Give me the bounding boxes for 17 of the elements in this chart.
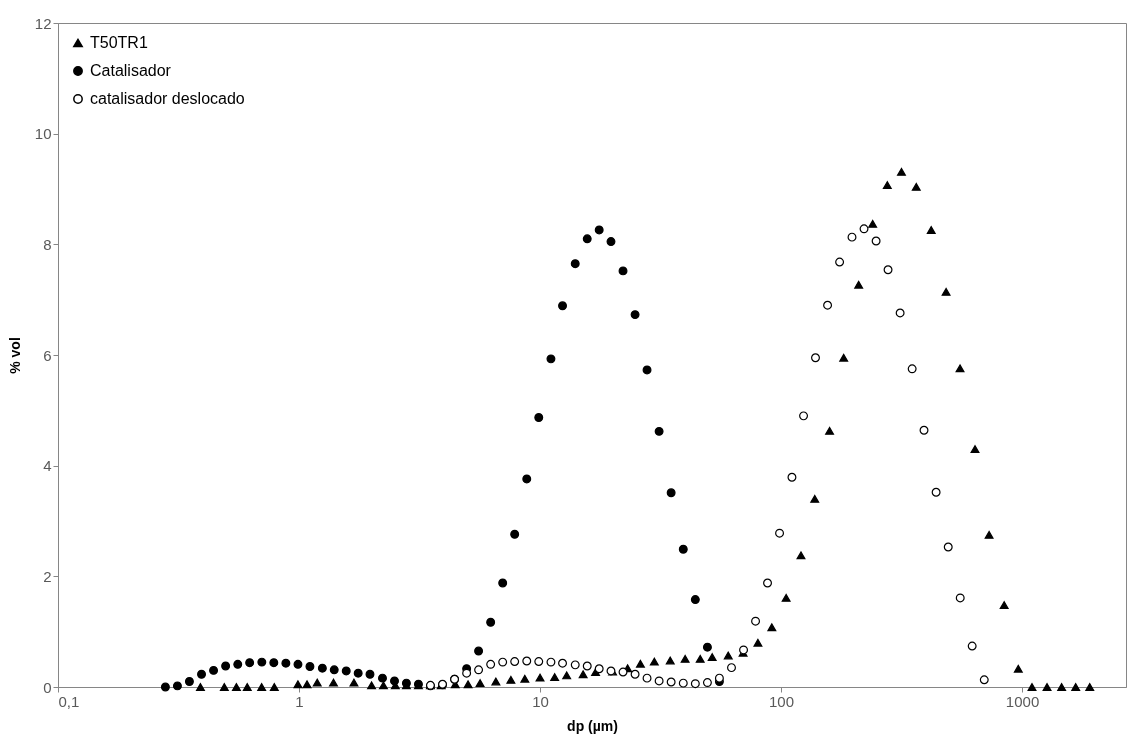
y-tick-label: 0 — [43, 678, 52, 696]
x-tick-label: 100 — [769, 692, 795, 710]
x-tick-label: 10 — [532, 692, 549, 710]
legend-label: catalisador deslocado — [90, 90, 245, 107]
y-tick-label: 12 — [34, 14, 52, 32]
x-tick-label: 0,1 — [58, 692, 80, 710]
legend-label: T50TR1 — [90, 34, 148, 51]
y-tick-label: 10 — [34, 125, 52, 143]
y-tick-label: 8 — [43, 235, 52, 253]
y-axis-title: % vol — [6, 337, 23, 374]
y-tick-label: 4 — [43, 457, 52, 475]
legend-label: Catalisador — [90, 62, 172, 79]
x-tick-label: 1 — [295, 692, 304, 710]
y-tick-label: 2 — [43, 567, 52, 585]
y-tick-label: 6 — [43, 346, 52, 364]
x-tick-label: 1000 — [1005, 692, 1040, 710]
x-axis-title: dp (µm) — [567, 717, 618, 734]
